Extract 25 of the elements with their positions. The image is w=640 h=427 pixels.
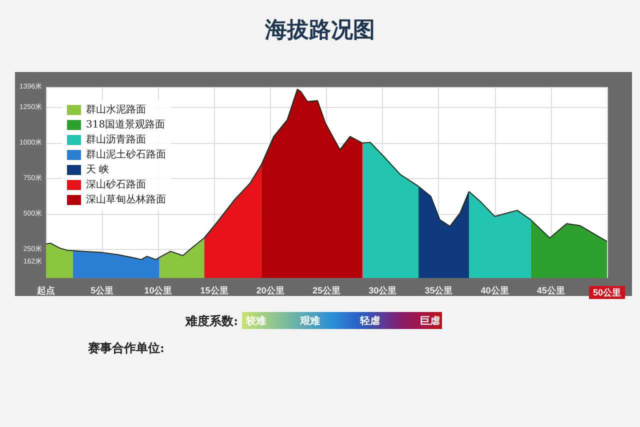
x-tick-label: 30公里: [368, 286, 397, 296]
x-tick-label: 5公里: [90, 286, 114, 296]
legend-label: 天 峡: [86, 164, 110, 176]
legend-label: 318国道景观路面: [86, 118, 166, 130]
x-tick-label: 25公里: [312, 286, 341, 296]
x-tick-label: 35公里: [424, 286, 453, 296]
legend-label: 群山沥青路面: [86, 134, 146, 146]
x-tick-label: 20公里: [256, 286, 284, 296]
x-tick-label: 45公里: [536, 286, 565, 296]
text: 巨虐: [420, 314, 440, 328]
x-tick-label: 40公里: [480, 286, 509, 296]
text: 较难: [246, 314, 266, 328]
legend-label: 群山泥土砂石路面: [86, 148, 166, 160]
legend-label: 深山砂石路面: [86, 178, 146, 190]
text: 艰难: [300, 314, 320, 328]
x-tick-label: 起点: [36, 286, 55, 296]
x-tick-label: 15公里: [200, 286, 228, 296]
legend-label: 深山草甸丛林路面: [86, 194, 166, 206]
text: 轻虐: [360, 314, 380, 328]
legend-label: 群山水泥路面: [86, 104, 146, 116]
x-tick-label: 10公里: [144, 286, 172, 296]
text: 赛事合作单位:: [88, 340, 164, 357]
text: 难度系数:: [186, 313, 238, 330]
chart-title: 海拔路况图: [264, 17, 375, 43]
x-tick-label: 50公里: [592, 288, 622, 298]
